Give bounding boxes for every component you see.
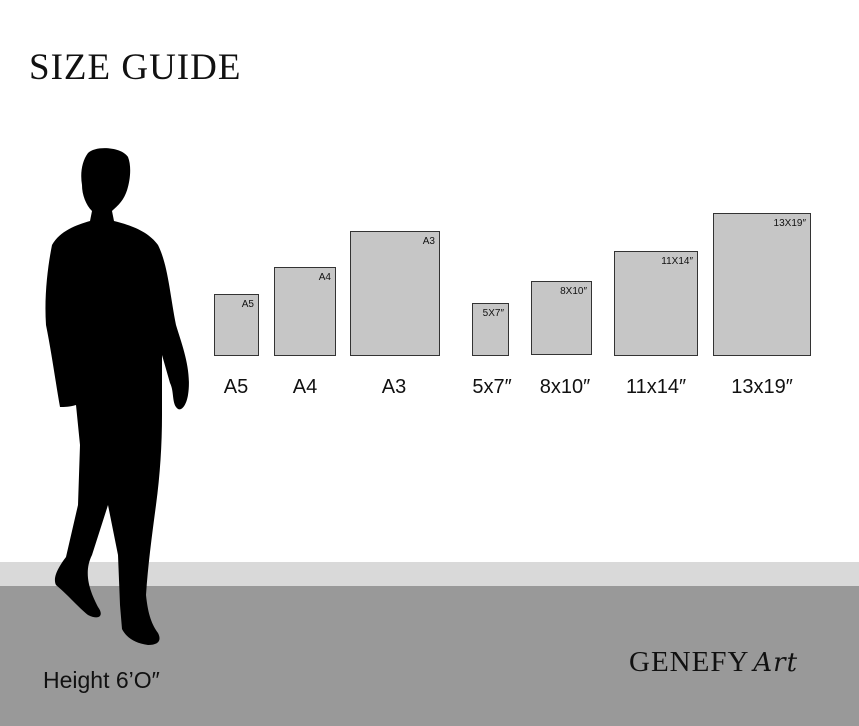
frame-11x14: 11X14″ — [614, 251, 698, 356]
size-label-5x7: 5x7″ — [472, 376, 512, 398]
frame-13x19: 13X19″ — [713, 213, 811, 356]
frame-tag: 5X7″ — [482, 308, 504, 319]
frame-tag: A5 — [241, 299, 254, 310]
frame-8x10: 8X10″ — [531, 281, 592, 355]
size-label-a4: A4 — [292, 376, 318, 398]
frame-5x7: 5X7″ — [472, 303, 509, 356]
frame-a3: A3 — [350, 231, 440, 356]
frame-a5: A5 — [214, 294, 259, 356]
frame-tag: 13X19″ — [773, 218, 806, 229]
man-silhouette-icon — [45, 148, 189, 645]
brand-name: GENEFY — [629, 646, 750, 678]
size-label-13x19: 13x19″ — [731, 376, 793, 398]
frame-tag: A4 — [318, 272, 331, 283]
height-label: Height 6’O″ — [43, 667, 160, 693]
page-title: SIZE GUIDE — [29, 47, 242, 88]
frame-tag: 11X14″ — [661, 256, 693, 267]
size-label-a5: A5 — [223, 376, 249, 398]
frame-tag: 8X10″ — [560, 286, 587, 297]
size-label-11x14: 11x14″ — [625, 376, 687, 398]
frame-tag: A3 — [422, 236, 435, 247]
size-label-8x10: 8x10″ — [539, 376, 591, 398]
size-label-a3: A3 — [381, 376, 407, 398]
brand-script: Art — [753, 648, 799, 678]
brand-logo: GENEFY Art — [629, 646, 798, 679]
frame-a4: A4 — [274, 267, 336, 356]
